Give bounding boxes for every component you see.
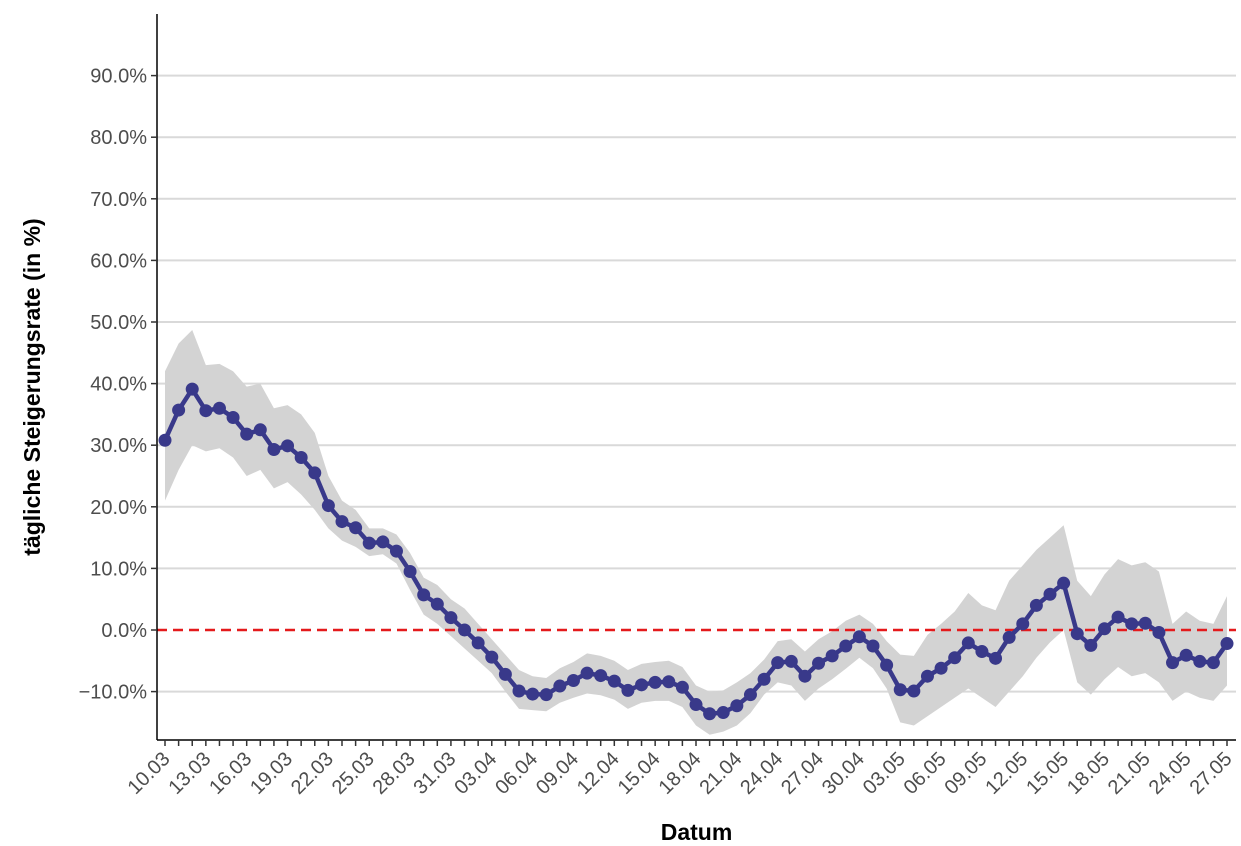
data-point bbox=[417, 588, 431, 602]
data-point bbox=[1179, 648, 1193, 662]
y-tick-label: 20.0% bbox=[90, 497, 147, 519]
data-point bbox=[566, 674, 580, 688]
data-point bbox=[1097, 622, 1111, 636]
y-tick-label: 90.0% bbox=[90, 66, 147, 88]
data-point bbox=[839, 639, 853, 653]
data-point bbox=[158, 433, 172, 447]
data-point bbox=[920, 669, 934, 683]
data-point bbox=[607, 674, 621, 688]
data-point bbox=[553, 679, 567, 693]
data-point bbox=[1016, 617, 1030, 631]
y-tick-label: 70.0% bbox=[90, 189, 147, 211]
data-point bbox=[975, 645, 989, 659]
data-point bbox=[172, 403, 186, 417]
data-point bbox=[798, 669, 812, 683]
data-point bbox=[1138, 616, 1152, 630]
data-point bbox=[866, 639, 880, 653]
data-point bbox=[662, 675, 676, 689]
data-point bbox=[812, 656, 826, 670]
data-point bbox=[1043, 587, 1057, 601]
data-point bbox=[212, 401, 226, 415]
data-point bbox=[349, 521, 363, 535]
data-point bbox=[389, 544, 403, 558]
data-point bbox=[1125, 617, 1139, 631]
data-point bbox=[1220, 637, 1234, 651]
data-point bbox=[635, 678, 649, 692]
data-point bbox=[907, 684, 921, 698]
data-point bbox=[1029, 598, 1043, 612]
y-tick-label: 40.0% bbox=[90, 374, 147, 396]
data-point bbox=[730, 699, 744, 713]
data-point bbox=[226, 410, 240, 424]
data-point bbox=[240, 427, 254, 441]
data-point bbox=[294, 451, 308, 465]
data-point bbox=[784, 654, 798, 668]
data-point bbox=[512, 684, 526, 698]
data-point bbox=[403, 564, 417, 578]
y-tick-label: 60.0% bbox=[90, 250, 147, 272]
data-point bbox=[893, 683, 907, 697]
data-point bbox=[526, 687, 540, 701]
y-tick-label: −10.0% bbox=[79, 682, 148, 704]
y-axis-title: tägliche Steigerungsrate (in %) bbox=[19, 218, 45, 555]
data-point bbox=[594, 669, 608, 683]
y-tick-label: 80.0% bbox=[90, 127, 147, 149]
data-point bbox=[757, 672, 771, 686]
data-point bbox=[485, 650, 499, 664]
data-point bbox=[253, 423, 267, 437]
data-point bbox=[852, 630, 866, 644]
data-point bbox=[1152, 625, 1166, 639]
data-point bbox=[825, 649, 839, 663]
data-point bbox=[321, 499, 335, 513]
data-point bbox=[1084, 638, 1098, 652]
data-point bbox=[444, 611, 458, 625]
data-point bbox=[689, 698, 703, 712]
data-point bbox=[703, 707, 717, 721]
data-point bbox=[471, 636, 485, 650]
data-point bbox=[185, 382, 199, 396]
data-point bbox=[498, 667, 512, 681]
data-point bbox=[621, 683, 635, 697]
x-axis-title: Datum bbox=[661, 819, 733, 845]
data-point bbox=[648, 675, 662, 689]
data-point bbox=[1193, 654, 1207, 668]
confidence-band bbox=[165, 330, 1227, 735]
data-point bbox=[934, 661, 948, 675]
data-point bbox=[458, 623, 472, 637]
data-point bbox=[430, 597, 444, 611]
data-point bbox=[1002, 630, 1016, 644]
data-point bbox=[989, 651, 1003, 665]
data-point bbox=[1206, 656, 1220, 670]
data-point bbox=[948, 651, 962, 665]
data-point bbox=[281, 439, 295, 453]
y-tick-label: 50.0% bbox=[90, 312, 147, 334]
data-point bbox=[771, 656, 785, 670]
data-point bbox=[961, 636, 975, 650]
data-point bbox=[308, 466, 322, 480]
y-tick-label: 30.0% bbox=[90, 435, 147, 457]
data-point bbox=[580, 666, 594, 680]
y-axis-ticks: −10.0% 0.0% 10.0% 20.0% 30.0% 40.0% 50.0% 60.0%… bbox=[79, 66, 157, 704]
data-point bbox=[880, 658, 894, 672]
data-point bbox=[376, 535, 390, 549]
data-point bbox=[335, 515, 349, 529]
data-point bbox=[716, 706, 730, 720]
data-point bbox=[1057, 576, 1071, 590]
data-point bbox=[539, 688, 553, 702]
data-point bbox=[199, 404, 213, 418]
data-point bbox=[267, 443, 281, 457]
data-point bbox=[1111, 610, 1125, 624]
data-point bbox=[743, 688, 757, 702]
data-point bbox=[362, 536, 376, 550]
y-tick-label: 0.0% bbox=[101, 620, 147, 642]
series-points bbox=[158, 382, 1234, 721]
y-tick-label: 10.0% bbox=[90, 558, 147, 580]
data-point bbox=[1166, 656, 1180, 670]
data-point bbox=[675, 680, 689, 694]
data-point bbox=[1070, 627, 1084, 641]
